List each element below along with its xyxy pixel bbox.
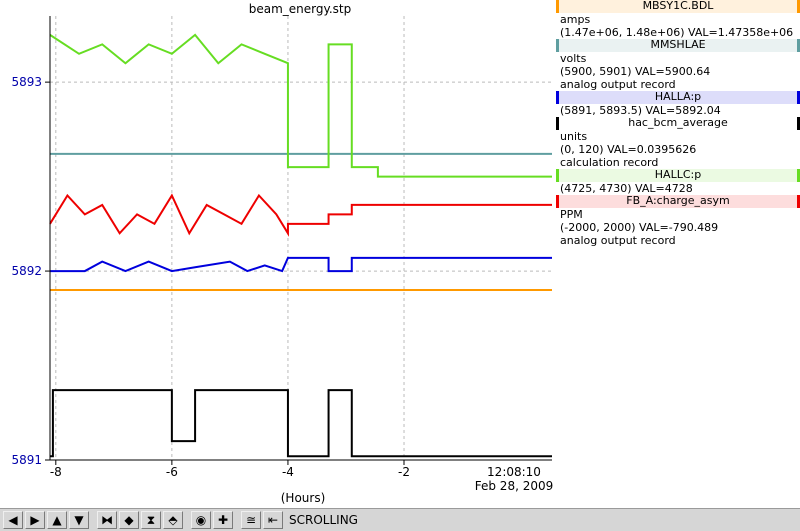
series-line-3: [50, 256, 552, 273]
zoom-out-x-icon[interactable]: ◆: [119, 511, 139, 529]
x-tick-label: -4: [282, 465, 294, 479]
status-label: SCROLLING: [289, 513, 358, 527]
legend-info: units: [560, 130, 588, 143]
legend: MBSY1C.BDL amps (1.47e+06, 1.48e+06) VAL=1…: [556, 0, 800, 247]
zoom-in-y-icon[interactable]: ⧗: [141, 511, 161, 529]
legend-header[interactable]: HALLA:p: [556, 91, 800, 104]
chart-title: beam_energy.stp: [249, 2, 352, 16]
series-line-4: [50, 389, 552, 458]
legend-header[interactable]: FB_A:charge_asym: [556, 195, 800, 208]
series-line-5: [49, 33, 552, 178]
chart-area[interactable]: beam_energy.stp -8 -6 -4 -2 5891 5892 5893 12:…: [0, 0, 556, 508]
legend-info: (5891, 5893.5) VAL=5892.04: [560, 104, 721, 117]
legend-header[interactable]: MMSHLAE: [556, 39, 800, 52]
legend-info: amps: [560, 13, 591, 26]
legend-header[interactable]: MBSY1C.BDL: [556, 0, 800, 13]
y-tick-label: 5891: [11, 453, 42, 467]
legend-info: calculation record: [560, 156, 659, 169]
arrow-right-icon[interactable]: ▶: [25, 511, 45, 529]
arrow-left-icon[interactable]: ◀: [3, 511, 23, 529]
legend-info: analog output record: [560, 78, 676, 91]
legend-info: PPM: [560, 208, 583, 221]
legend-info: (1.47e+06, 1.48e+06) VAL=1.47358e+06: [560, 26, 794, 39]
legend-header[interactable]: HALLC:p: [556, 169, 800, 182]
series-line-6: [49, 193, 552, 237]
legend-info: (-2000, 2000) VAL=-790.489: [560, 221, 719, 234]
reset-icon[interactable]: ◉: [191, 511, 211, 529]
legend-name: MMSHLAE: [650, 38, 706, 51]
legend-info: analog output record: [560, 234, 676, 247]
zoom-in-x-icon[interactable]: ⧓: [97, 511, 117, 529]
legend-info: (0, 120) VAL=0.0395626: [560, 143, 697, 156]
legend-name: FB_A:charge_asym: [626, 194, 730, 207]
end-date-label: Feb 28, 2009: [475, 479, 554, 493]
legend-name: hac_bcm_average: [628, 116, 728, 129]
legend-header[interactable]: hac_bcm_average: [556, 117, 800, 130]
legend-name: HALLC:p: [654, 168, 702, 181]
legend-info: (5900, 5901) VAL=5900.64: [560, 65, 711, 78]
y-tick-label: 5892: [11, 264, 42, 278]
end-time-label: 12:08:10: [487, 465, 541, 479]
x-tick-label: -6: [166, 465, 178, 479]
arrow-down-icon[interactable]: ▼: [69, 511, 89, 529]
legend-info: (4725, 4730) VAL=4728: [560, 182, 693, 195]
legend-name: HALLA:p: [654, 90, 702, 103]
y-tick-label: 5893: [11, 75, 42, 89]
x-tick-label: -8: [50, 465, 62, 479]
toolbar: ◀ ▶ ▲ ▼ ⧓ ◆ ⧗ ⬘ ◉ ✚ ≅ ⇤ SCROLLING: [0, 508, 800, 531]
x-axis-label: (Hours): [281, 491, 326, 505]
legend-name: MBSY1C.BDL: [642, 0, 714, 12]
x-tick-label: -2: [398, 465, 410, 479]
legend-info: volts: [560, 52, 587, 65]
config-icon[interactable]: ≅: [241, 511, 261, 529]
arrow-up-icon[interactable]: ▲: [47, 511, 67, 529]
zoom-out-y-icon[interactable]: ⬘: [163, 511, 183, 529]
add-icon[interactable]: ✚: [213, 511, 233, 529]
export-icon[interactable]: ⇤: [263, 511, 283, 529]
